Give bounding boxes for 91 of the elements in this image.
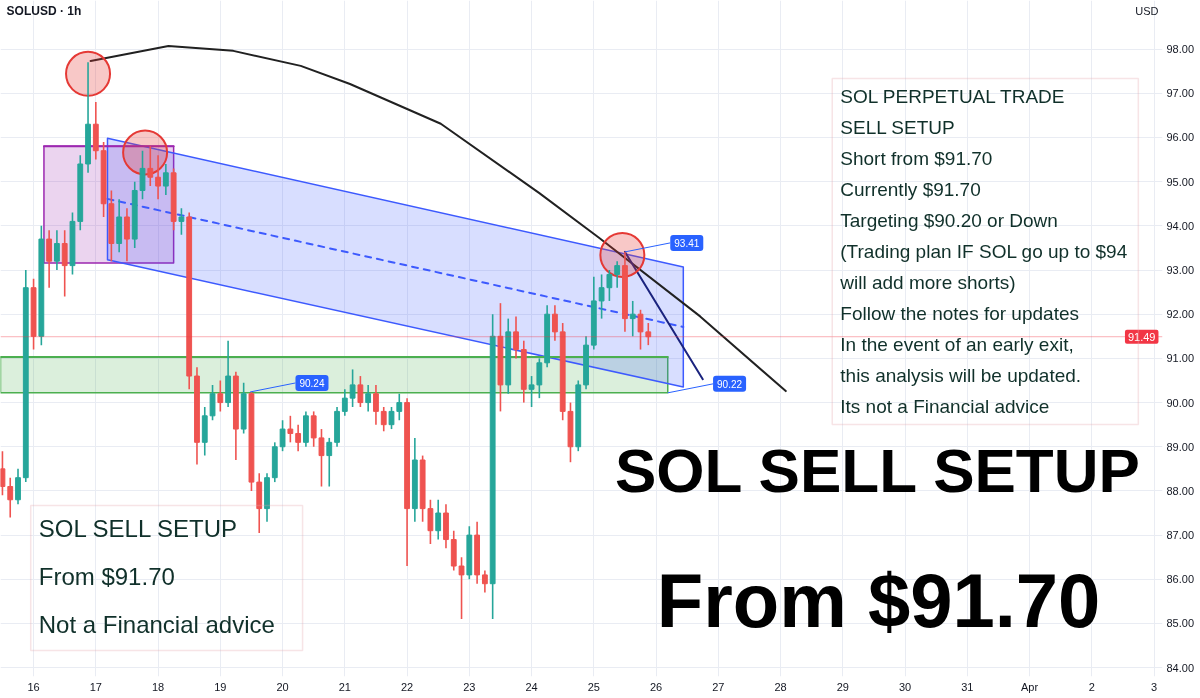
candlestick	[54, 229, 60, 271]
candlestick	[552, 304, 558, 342]
annotation: will add more shorts)	[839, 272, 1016, 293]
candlestick	[373, 384, 379, 426]
annotation: From $91.70	[656, 558, 1101, 643]
candlestick	[637, 308, 644, 351]
candlestick	[458, 556, 465, 620]
x-tick-label: 28	[774, 680, 787, 693]
candlestick	[124, 207, 130, 262]
annotation: Short from $91.70	[840, 148, 993, 169]
annotation: SOL SELL SETUP	[615, 436, 1140, 505]
candlestick	[481, 569, 488, 594]
annotation: Its not a Financial advice	[840, 396, 1050, 417]
y-tick-label: 88.00	[1166, 484, 1195, 497]
candlestick	[365, 384, 372, 413]
x-tick-label: 31	[961, 680, 974, 693]
y-tick-label: 91.00	[1166, 352, 1195, 365]
candlestick	[380, 406, 387, 433]
annotation: 90.24	[299, 377, 325, 389]
x-tick-label: 29	[836, 680, 849, 693]
y-tick-label: 85.00	[1166, 617, 1195, 630]
x-tick-label: 23	[463, 680, 476, 693]
candlestick	[155, 154, 161, 201]
candlestick	[513, 315, 519, 360]
annotation: SOL PERPETUAL TRADE	[840, 86, 1065, 107]
annotation: Follow the notes for updates	[840, 303, 1079, 324]
x-tick-label: 24	[525, 680, 538, 693]
annotation: (Trading plan IF SOL go up to $94	[840, 241, 1128, 262]
candlestick	[645, 322, 652, 346]
candlestick	[46, 229, 53, 289]
x-tick-label: 19	[214, 680, 227, 693]
y-tick-label: 92.00	[1166, 308, 1195, 321]
y-tick-label: 98.00	[1166, 43, 1195, 56]
annotation: SELL SETUP	[840, 117, 955, 138]
annotation: 90.22	[717, 378, 743, 390]
y-tick-label: 96.00	[1166, 131, 1195, 144]
candlestick	[606, 269, 613, 302]
x-tick-label: 25	[587, 680, 600, 693]
candlestick	[147, 145, 154, 187]
x-tick-label: 27	[712, 680, 725, 693]
y-tick-label: 93.00	[1166, 264, 1195, 277]
candlestick	[435, 498, 442, 541]
y-tick-label: 89.00	[1166, 440, 1195, 453]
candlestick	[217, 379, 224, 413]
y-axis-title: USD	[1135, 4, 1159, 17]
x-tick-label: 20	[276, 680, 289, 693]
x-tick-label: 22	[400, 680, 414, 693]
annotation: Currently $91.70	[840, 179, 981, 200]
candlestick	[326, 437, 333, 488]
x-tick-label: Apr	[1021, 680, 1039, 693]
candlestick	[629, 300, 636, 338]
ref-line-label: 91.49	[1127, 330, 1156, 343]
candlestick	[349, 368, 356, 408]
candlestick	[279, 419, 286, 452]
candlestick	[357, 375, 364, 408]
x-tick-label: 18	[151, 680, 165, 693]
candlestick	[318, 428, 325, 488]
y-tick-label: 90.00	[1166, 396, 1195, 409]
annotation: this analysis will be updated.	[840, 365, 1082, 386]
candlestick	[15, 468, 21, 505]
y-tick-label: 84.00	[1166, 661, 1195, 674]
candlestick	[598, 273, 605, 320]
candlestick	[310, 410, 317, 448]
x-tick-label: 21	[338, 680, 351, 693]
y-tick-label: 94.00	[1166, 219, 1195, 232]
y-tick-label: 95.00	[1166, 175, 1195, 188]
candlestick	[536, 357, 543, 399]
x-tick-label: 30	[898, 680, 912, 693]
candlestick	[162, 163, 169, 196]
annotation: 93.41	[674, 237, 700, 249]
x-tick-label: 16	[27, 680, 40, 693]
candlestick	[295, 423, 302, 452]
y-tick-label: 87.00	[1166, 529, 1195, 542]
candlestick	[178, 207, 185, 236]
candlestick	[614, 260, 621, 289]
x-tick-label: 26	[649, 680, 663, 693]
annotation: From $91.70	[38, 563, 175, 590]
chart-title: SOLUSD · 1h	[6, 3, 82, 18]
annotation: In the event of an early exit,	[840, 334, 1074, 355]
y-tick-label: 86.00	[1166, 573, 1195, 586]
candlestick	[61, 229, 68, 298]
x-tick-label: 3	[1151, 680, 1158, 693]
x-tick-label: 2	[1088, 680, 1095, 693]
annotation: SOL SELL SETUP	[38, 515, 238, 542]
annotation: Targeting $90.20 or Down	[840, 210, 1058, 231]
candlestick	[341, 388, 348, 417]
candlestick	[528, 375, 535, 408]
annotation: Not a Financial advice	[38, 611, 275, 638]
candlestick	[287, 415, 294, 444]
y-tick-label: 97.00	[1166, 87, 1195, 100]
x-tick-label: 17	[89, 680, 102, 693]
